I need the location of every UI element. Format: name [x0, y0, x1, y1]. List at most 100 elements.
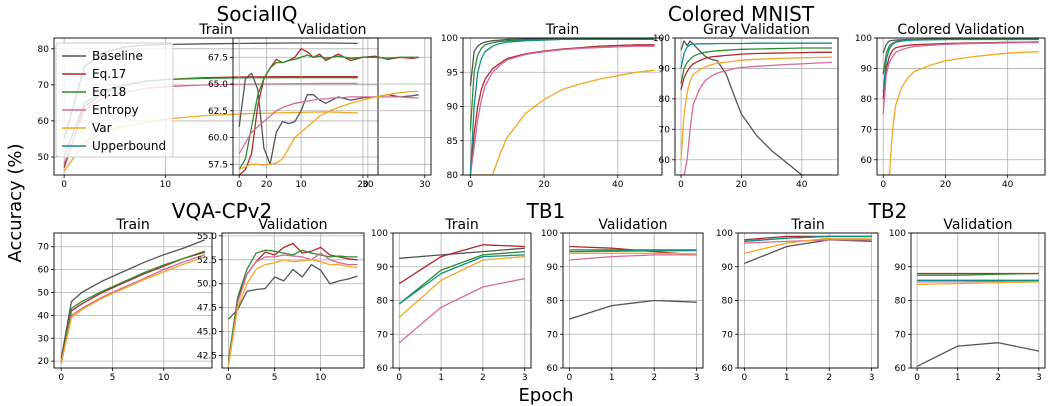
y-tick-label: 70 — [38, 243, 50, 253]
series-line-entropy — [882, 41, 1039, 115]
y-tick-label: 50 — [38, 288, 50, 298]
group-title-vqa-cpv2: VQA-CPv2 — [172, 199, 272, 223]
legend-label-eq17: Eq.17 — [92, 67, 126, 81]
series-group — [569, 245, 697, 320]
y-tick-label: 80 — [447, 171, 459, 181]
y-tick-label: 100 — [889, 229, 906, 239]
series-line-var — [744, 237, 872, 254]
series-line-upperbound — [569, 249, 697, 253]
y-tick-label: 100 — [855, 34, 872, 44]
series-line-eq17 — [398, 244, 525, 285]
y-tick-label: 60 — [38, 266, 50, 276]
subplot-title: Validation — [943, 217, 1012, 233]
subplot-3: 60 70 80 90 100 0 20 40 Gray Validation — [653, 22, 839, 190]
legend: Baseline Eq.17 Eq.18 Entropy Var Upperbo… — [55, 42, 174, 158]
x-tick-label: 1 — [438, 373, 444, 383]
series-line-baseline — [569, 299, 697, 320]
series-line-baseline — [680, 40, 832, 175]
x-tick-label: 0 — [226, 373, 232, 383]
x-tick-label: 5 — [272, 373, 278, 383]
y-tick-label: 65.0 — [208, 80, 228, 90]
x-tick-label: 10 — [315, 373, 327, 383]
x-tick-label: 0 — [566, 373, 572, 383]
y-tick-label: 55.0 — [197, 232, 217, 242]
series-line-eq17 — [469, 44, 655, 175]
y-tick-label: 90 — [722, 263, 734, 273]
x-tick-label: 20 — [940, 180, 952, 190]
x-tick-label: 0 — [880, 180, 886, 190]
series-line-entropy — [227, 252, 358, 366]
series-line-eq18 — [238, 54, 419, 170]
y-tick-label: 70 — [547, 330, 559, 340]
series-line-eq18 — [227, 249, 358, 361]
axes-frame — [910, 232, 1046, 369]
series-line-baseline — [882, 38, 1039, 54]
series-line-baseline — [228, 263, 358, 320]
series-group — [238, 48, 419, 175]
axes-frame — [462, 37, 663, 176]
subplot-title: Train — [115, 217, 150, 233]
y-tick-label: 85 — [447, 137, 458, 147]
y-tick-label: 60 — [895, 364, 907, 374]
subplot-title: Validation — [258, 217, 327, 233]
series-line-upperbound — [469, 38, 655, 175]
series-line-entropy — [238, 96, 419, 154]
series-line-var — [238, 90, 419, 171]
y-axis-label: Accuracy (%) — [5, 143, 26, 262]
axes-frame — [674, 37, 839, 176]
y-tick-label: 20 — [38, 357, 50, 367]
series-line-baseline — [60, 239, 206, 359]
x-tick-label: 20 — [736, 180, 748, 190]
x-tick-label: 0 — [741, 373, 747, 383]
subplot-title: Gray Validation — [703, 22, 810, 38]
y-tick-label: 70 — [659, 125, 671, 135]
x-tick-label: 3 — [522, 373, 528, 383]
x-tick-label: 3 — [1036, 373, 1042, 383]
series-line-baseline — [469, 38, 655, 87]
series-group — [60, 239, 206, 364]
series-line-baseline — [399, 247, 525, 259]
axes-frame — [232, 37, 432, 176]
y-tick-label: 80 — [861, 95, 873, 105]
axes-frame — [876, 37, 1046, 176]
y-tick-label: 60 — [861, 156, 873, 166]
y-tick-label: 90 — [547, 263, 559, 273]
x-tick-label: 40 — [612, 180, 624, 190]
axes-frame — [737, 232, 879, 369]
subplot-8: 60 70 80 90 100 0 1 2 3 Validation — [541, 217, 704, 383]
series-line-entropy — [469, 45, 655, 175]
x-tick-label: 2 — [651, 373, 657, 383]
y-tick-label: 70 — [377, 330, 389, 340]
legend-label-eq18: Eq.18 — [92, 85, 126, 99]
subplot-title: Train — [545, 22, 580, 38]
x-tick-label: 5 — [110, 373, 116, 383]
subplot-4: 60 70 80 90 100 0 20 40 Colored Validation — [855, 22, 1046, 190]
y-tick-label: 70 — [38, 81, 50, 91]
subplot-title: Train — [198, 22, 233, 38]
y-tick-label: 90 — [659, 64, 671, 74]
y-tick-label: 100 — [541, 229, 558, 239]
axes-frame — [53, 232, 213, 369]
subplot-title: Colored Validation — [897, 22, 1024, 38]
y-tick-label: 70 — [861, 125, 873, 135]
axes-frame — [392, 232, 532, 369]
y-tick-label: 80 — [722, 297, 734, 307]
y-tick-label: 42.5 — [197, 352, 217, 362]
y-tick-label: 52.5 — [197, 256, 217, 266]
y-tick-label: 100 — [653, 34, 670, 44]
y-tick-label: 47.5 — [197, 304, 217, 314]
series-line-entropy — [681, 61, 833, 175]
series-line-var — [883, 51, 1039, 175]
series-group — [916, 272, 1040, 367]
y-tick-label: 30 — [38, 334, 50, 344]
x-tick-label: 2 — [480, 373, 486, 383]
subplot-title: Train — [790, 217, 825, 233]
x-tick-label: 1 — [609, 373, 615, 383]
series-line-eq18 — [917, 272, 1039, 276]
subplot-title: Validation — [598, 217, 667, 233]
subplot-title: Train — [444, 217, 479, 233]
series-line-eq18 — [469, 38, 655, 131]
